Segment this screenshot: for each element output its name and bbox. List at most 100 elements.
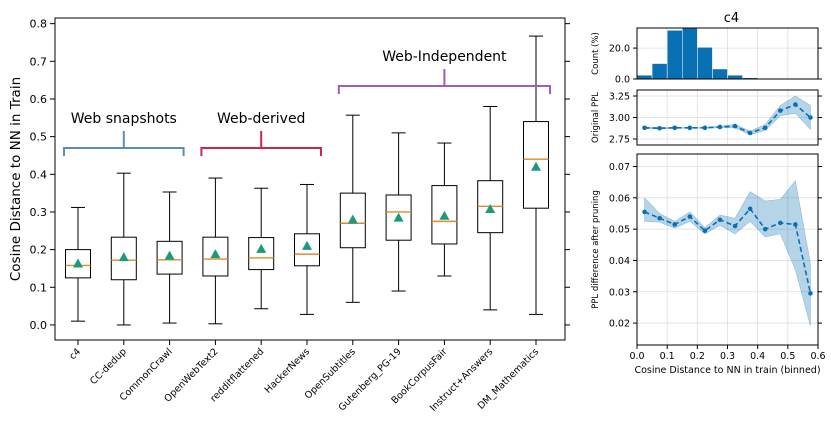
box	[385, 194, 412, 241]
mean-marker	[347, 214, 358, 224]
panel-frame	[636, 27, 819, 80]
data-point	[687, 125, 693, 131]
box-plot: 0.0 0.1 0.2 0.3 0.4 0.5 0.6 0.7 0.8 Cosine Distan…	[8, 17, 570, 414]
histogram-panel: 0.0 20.0 c4 Count (%)	[591, 11, 822, 86]
y-tick-label: 0.06	[609, 193, 630, 204]
y-tick-label: 0.0	[30, 319, 48, 332]
data-point	[793, 102, 798, 107]
data-point	[808, 291, 813, 296]
y-tick-label: 0.07	[609, 162, 630, 173]
y-tick-label: 0.4	[30, 168, 48, 181]
y-tick-label: 0.2	[30, 244, 48, 257]
data-point	[777, 108, 783, 113]
group-bracket	[63, 131, 185, 156]
mean-marker	[393, 212, 404, 222]
mean-marker	[73, 258, 83, 268]
panel-title: c4	[724, 11, 739, 26]
data-point	[702, 125, 708, 131]
data-point	[762, 125, 768, 131]
y-tick-label: 0.03	[609, 287, 630, 298]
x-tick-label: 0.3	[720, 351, 735, 362]
histogram-bar	[682, 27, 698, 80]
data-point	[793, 222, 798, 227]
y-axis-title: PPL difference after pruning	[591, 190, 601, 309]
y-axis-title: Count (%)	[591, 32, 601, 75]
x-tick-label: 0.1	[660, 351, 675, 362]
y-tick-label: 0.04	[609, 256, 630, 267]
plot-frame	[54, 17, 566, 341]
group-label: Web-Independent	[382, 49, 507, 65]
box	[65, 249, 91, 279]
y-tick-label: 0.0	[615, 75, 630, 86]
x-tick-label: 0.2	[690, 351, 705, 362]
data-point	[808, 115, 813, 120]
group-label: Web snapshots	[71, 111, 177, 127]
histogram-bar	[712, 68, 728, 80]
mean-marker	[439, 210, 450, 220]
y-tick-label: 0.8	[30, 18, 48, 31]
x-tick-label: 0.5	[780, 351, 795, 362]
box	[248, 237, 275, 271]
y-axis-title: Cosine Distance to NN in Train	[8, 77, 24, 281]
y-tick-label: 0.5	[30, 131, 48, 144]
y-tick-label: 0.1	[30, 281, 48, 294]
data-point	[777, 220, 783, 226]
y-tick-label: 0.6	[30, 93, 48, 106]
x-tick-label: HackerNews	[263, 346, 312, 395]
confidence-band	[644, 179, 811, 327]
data-point	[702, 228, 708, 234]
data-point	[642, 209, 647, 215]
data-point	[672, 125, 678, 131]
data-point	[687, 214, 693, 219]
x-axis-title: Cosine Distance to NN in train (binned)	[634, 365, 820, 376]
y-tick-label: 0.05	[609, 225, 630, 236]
ppl-difference-panel: 0.02 0.03 0.04 0.05 0.06 0.07 PPL difference a…	[591, 153, 826, 376]
data-point	[762, 226, 768, 232]
y-tick-label: 0.7	[30, 55, 48, 68]
group-bracket	[337, 69, 551, 94]
y-tick-label: 2.75	[609, 134, 630, 145]
mean-marker	[256, 243, 267, 253]
group-label: Web-derived	[217, 111, 306, 127]
box	[523, 121, 549, 209]
data-point	[717, 217, 723, 223]
mean-marker	[210, 249, 221, 259]
mean-marker	[118, 252, 129, 262]
x-tick-label: CC-dedup	[88, 346, 129, 387]
box	[294, 233, 320, 267]
histogram-bar	[651, 63, 668, 80]
x-tick-label: 0.4	[750, 351, 765, 362]
y-axis-title: Original PPL	[591, 92, 601, 143]
data-point	[732, 123, 738, 129]
series-line	[644, 207, 812, 294]
y-tick-label: 20.0	[609, 44, 630, 55]
box	[110, 236, 137, 281]
data-point	[657, 125, 662, 131]
y-tick-label: 3.00	[609, 113, 630, 124]
mean-marker	[531, 161, 541, 171]
box	[339, 192, 366, 249]
data-point	[747, 130, 753, 136]
histogram-bar	[697, 47, 713, 80]
data-point	[732, 223, 738, 229]
histogram-bar	[666, 30, 683, 80]
box	[156, 240, 183, 275]
y-tick-label: 3.25	[609, 92, 630, 103]
mean-marker	[485, 203, 496, 213]
y-tick-label: 0.3	[30, 206, 48, 219]
x-tick-label: 0.6	[810, 351, 825, 362]
x-tick-label: c4	[67, 346, 83, 362]
data-point	[672, 222, 678, 227]
mean-marker	[164, 250, 175, 260]
original-ppl-panel: 2.75 3.00 3.25 Original PPL	[591, 89, 822, 146]
histogram-bar	[636, 74, 653, 80]
mean-marker	[302, 240, 312, 250]
y-tick-label: 0.02	[609, 319, 630, 330]
series-line	[644, 103, 811, 134]
x-tick-label: 0.0	[629, 351, 644, 362]
data-point	[657, 215, 662, 221]
data-point	[642, 125, 647, 131]
box	[202, 236, 229, 277]
data-point	[747, 206, 753, 212]
